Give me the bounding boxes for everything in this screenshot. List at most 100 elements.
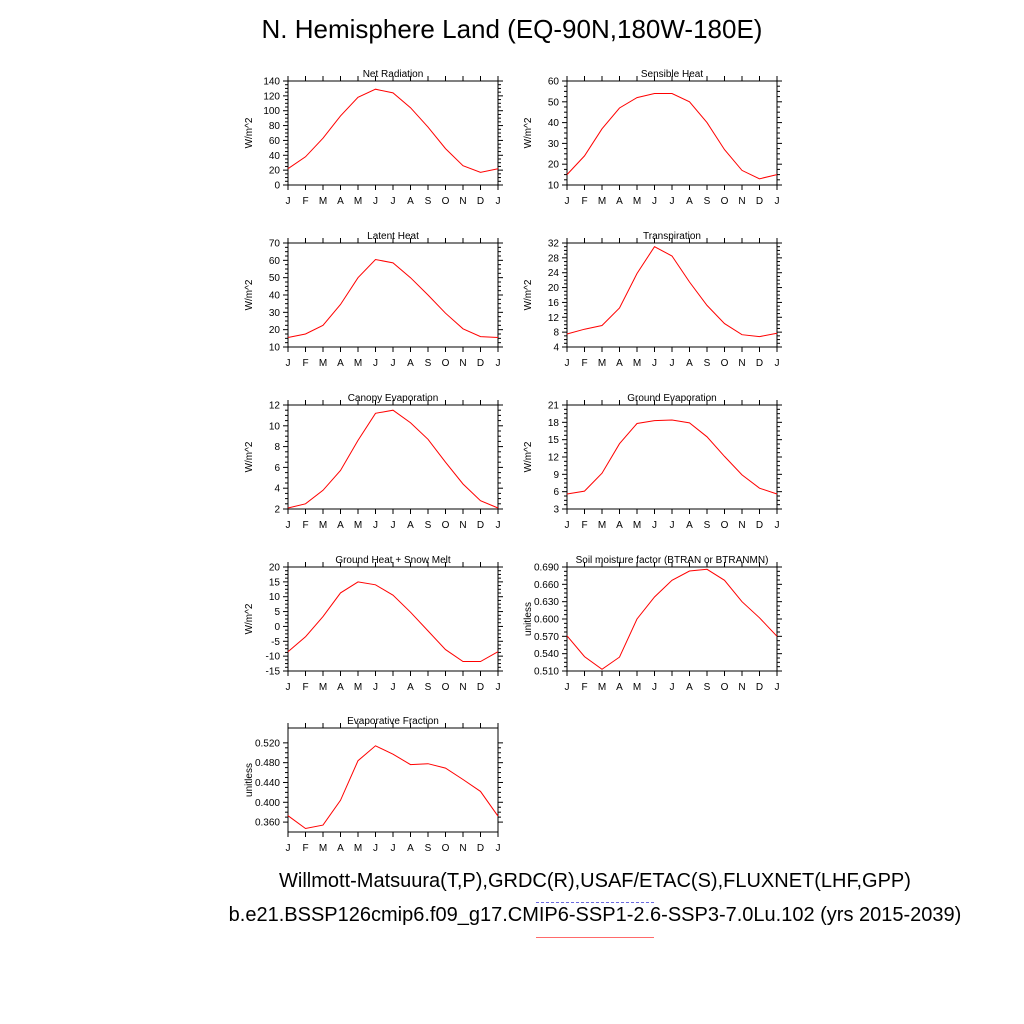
x-tick-label: J: [652, 196, 657, 207]
x-tick-label: A: [407, 520, 414, 531]
y-axis-label: W/m^2: [244, 279, 255, 310]
panel-title: Ground Evaporation: [627, 393, 717, 404]
x-tick-label: A: [407, 196, 414, 207]
plot-frame: [287, 727, 499, 833]
x-tick-label: A: [337, 682, 344, 693]
panel-title: Ground Heat + Snow Melt: [335, 555, 451, 566]
y-tick-label: 16: [548, 298, 560, 309]
x-tick-label: J: [373, 520, 378, 531]
y-axis-label: unitless: [244, 763, 255, 797]
y-tick-label: 10: [269, 343, 281, 354]
x-tick-label: N: [459, 682, 466, 693]
y-tick-label: 0.520: [255, 738, 280, 749]
y-axis-label: W/m^2: [523, 117, 534, 148]
y-axis-label: unitless: [523, 602, 534, 636]
x-tick-label: J: [670, 682, 675, 693]
x-tick-label: J: [775, 682, 780, 693]
plot-frame: [287, 242, 499, 348]
y-tick-label: 12: [548, 453, 560, 464]
x-tick-label: S: [704, 196, 711, 207]
x-tick-label: A: [616, 682, 623, 693]
panel-ground-heat-snow-melt: Ground Heat + Snow Melt W/m^2 -15 -10 -5 0 5 10…: [244, 555, 503, 693]
x-tick-label: N: [738, 682, 745, 693]
x-tick-label: J: [286, 358, 291, 369]
x-tick-label: N: [738, 358, 745, 369]
x-tick-label: N: [738, 520, 745, 531]
x-tick-label: J: [286, 196, 291, 207]
y-tick-label: 20: [269, 563, 281, 574]
y-tick-label: 2: [274, 505, 280, 516]
x-tick-label: M: [598, 196, 606, 207]
y-tick-label: 60: [548, 77, 560, 88]
x-tick-label: O: [442, 196, 450, 207]
panel-title: Net Radiation: [363, 69, 424, 80]
x-tick-label: A: [337, 358, 344, 369]
x-tick-label: J: [496, 358, 501, 369]
y-tick-label: 32: [548, 239, 560, 250]
y-tick-label: 21: [548, 401, 560, 412]
series-line: [287, 88, 499, 173]
x-tick-label: M: [319, 196, 327, 207]
y-tick-label: -5: [271, 637, 280, 648]
x-tick-label: N: [738, 196, 745, 207]
y-tick-label: 0.570: [534, 632, 559, 643]
plot-frame: [566, 80, 778, 186]
obs-source-label: Willmott-Matsuura(T,P),GRDC(R),USAF/ETAC…: [279, 870, 911, 892]
y-tick-label: 30: [269, 308, 281, 319]
y-tick-label: 4: [274, 484, 280, 495]
y-tick-label: 10: [269, 592, 281, 603]
y-tick-label: 40: [548, 118, 560, 129]
plot-frame: [287, 80, 499, 186]
x-tick-label: M: [319, 682, 327, 693]
y-tick-label: 6: [553, 487, 559, 498]
panel-soil-moisture-factor-btran-or-btranmn: Soil moisture factor (BTRAN or BTRANMN) u…: [523, 555, 782, 693]
y-tick-label: 50: [269, 273, 281, 284]
x-tick-label: O: [721, 196, 729, 207]
x-tick-label: J: [670, 520, 675, 531]
x-tick-label: M: [633, 520, 641, 531]
y-tick-label: 70: [269, 239, 281, 250]
x-tick-label: A: [337, 196, 344, 207]
x-tick-label: S: [704, 520, 711, 531]
x-tick-label: S: [425, 358, 432, 369]
y-tick-label: 0.400: [255, 798, 280, 809]
series-line: [566, 419, 778, 495]
x-tick-label: A: [337, 843, 344, 854]
x-tick-label: M: [354, 358, 362, 369]
x-tick-label: N: [459, 843, 466, 854]
case-legend-line: [536, 937, 654, 938]
x-tick-label: A: [407, 843, 414, 854]
x-tick-label: J: [775, 196, 780, 207]
x-tick-label: M: [354, 196, 362, 207]
x-tick-label: D: [477, 358, 484, 369]
x-tick-label: A: [616, 196, 623, 207]
x-tick-label: J: [286, 843, 291, 854]
x-tick-label: F: [581, 196, 587, 207]
series-line: [566, 246, 778, 338]
x-tick-label: M: [319, 358, 327, 369]
y-tick-label: 4: [553, 343, 559, 354]
x-tick-label: J: [670, 358, 675, 369]
panel-title: Canopy Evaporation: [348, 393, 439, 404]
x-tick-label: N: [459, 520, 466, 531]
y-axis-label: W/m^2: [244, 117, 255, 148]
y-tick-label: 28: [548, 253, 560, 264]
x-tick-label: J: [565, 196, 570, 207]
x-tick-label: J: [286, 520, 291, 531]
panel-title: Latent Heat: [367, 231, 419, 242]
y-tick-label: 0: [274, 181, 280, 192]
x-tick-label: O: [442, 843, 450, 854]
x-tick-label: D: [756, 682, 763, 693]
y-tick-label: 0.600: [534, 615, 559, 626]
y-axis-label: W/m^2: [523, 279, 534, 310]
panel-title: Evaporative Fraction: [347, 716, 439, 727]
x-tick-label: J: [391, 196, 396, 207]
x-tick-label: J: [775, 520, 780, 531]
panel-title: Transpiration: [643, 231, 701, 242]
x-tick-label: M: [598, 358, 606, 369]
x-tick-label: S: [425, 196, 432, 207]
